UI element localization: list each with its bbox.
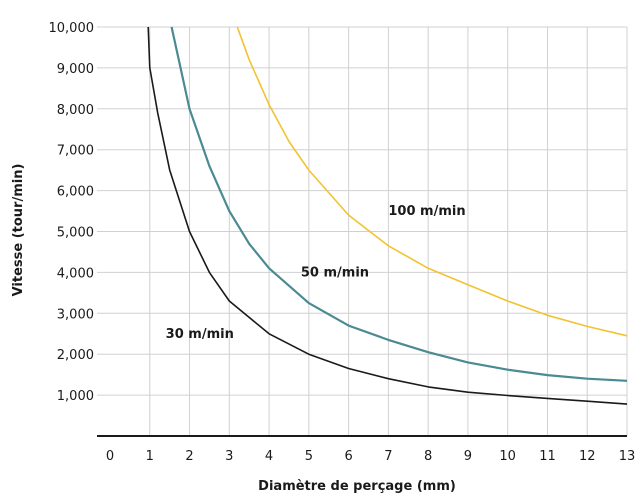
x-tick-label: 11 bbox=[539, 449, 556, 464]
y-tick-label: 3,000 bbox=[57, 307, 94, 322]
x-tick-label: 9 bbox=[464, 449, 472, 464]
y-tick-label: 2,000 bbox=[57, 348, 94, 363]
x-tick-label: 1 bbox=[146, 449, 154, 464]
series-label: 50 m/min bbox=[301, 265, 369, 280]
x-tick-label: 6 bbox=[344, 449, 352, 464]
series-label: 100 m/min bbox=[388, 204, 465, 219]
series-label: 30 m/min bbox=[166, 327, 234, 342]
x-tick-label: 8 bbox=[424, 449, 432, 464]
y-tick-label: 1,000 bbox=[57, 389, 94, 404]
y-tick-label: 5,000 bbox=[57, 226, 94, 241]
x-tick-label: 10 bbox=[499, 449, 516, 464]
y-tick-label: 8,000 bbox=[57, 103, 94, 118]
x-axis-title: Diamètre de perçage (mm) bbox=[258, 479, 456, 494]
series-line-50-m-min bbox=[170, 26, 628, 382]
y-tick-label: 4,000 bbox=[57, 266, 94, 281]
y-tick-label: 7,000 bbox=[57, 144, 94, 159]
x-tick-label: 0 bbox=[106, 449, 114, 464]
y-tick-label: 9,000 bbox=[57, 62, 94, 77]
x-tick-label: 5 bbox=[305, 449, 313, 464]
y-tick-labels: 1,000 2,000 3,000 4,000 5,000 6,000 7,000 8,000… bbox=[49, 21, 95, 404]
x-tick-label: 2 bbox=[185, 449, 193, 464]
x-tick-label: 7 bbox=[384, 449, 392, 464]
x-tick-label: 4 bbox=[265, 449, 273, 464]
y-axis-title: Vitesse (tour/min) bbox=[11, 164, 26, 297]
y-tick-label: 10,000 bbox=[49, 21, 95, 36]
series-labels: 100 m/min 50 m/min 30 m/min bbox=[166, 204, 466, 342]
x-tick-labels: 0 1 2 3 4 5 6 7 8 9 10 11 12 13 bbox=[106, 449, 635, 464]
x-tick-label: 3 bbox=[225, 449, 233, 464]
x-tick-label: 13 bbox=[619, 449, 636, 464]
series-line-100-m-min bbox=[236, 26, 628, 337]
grid bbox=[97, 26, 628, 436]
series-line-30-m-min bbox=[147, 26, 628, 405]
y-tick-label: 6,000 bbox=[57, 185, 94, 200]
x-tick-label: 12 bbox=[579, 449, 596, 464]
series-lines bbox=[147, 26, 628, 405]
